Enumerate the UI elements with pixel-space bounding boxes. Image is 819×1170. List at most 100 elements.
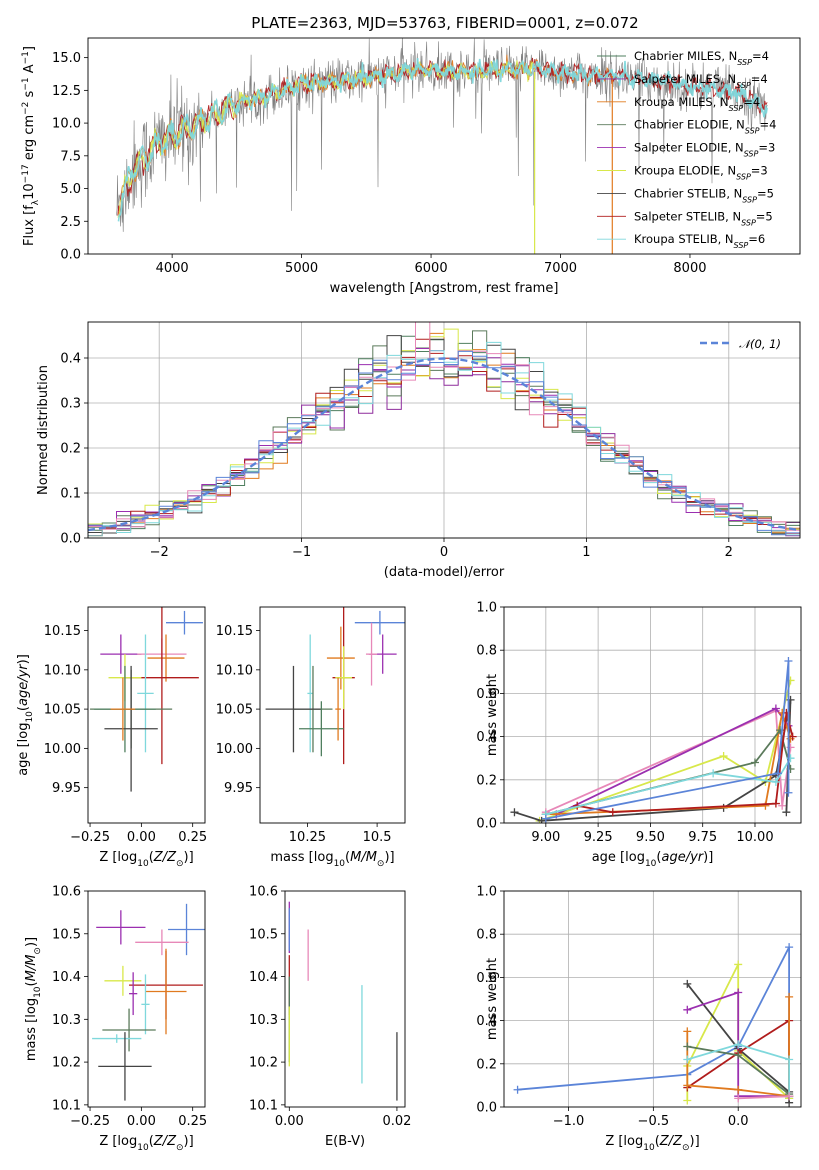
series-line — [541, 708, 795, 819]
x-tick-label: −0.5 — [638, 1114, 670, 1129]
y-tick-label: 10.3 — [52, 1013, 81, 1028]
data-point — [141, 974, 150, 1035]
y-tick-label: 10.4 — [249, 970, 278, 985]
y-tick-label: 10.1 — [249, 1098, 278, 1113]
legend-label: Salpeter ELODIE, NSSP=3 — [634, 141, 775, 159]
data-point — [96, 910, 146, 945]
x-tick-label: 9.00 — [531, 830, 560, 845]
series-marker — [510, 808, 519, 817]
series-line — [535, 676, 795, 823]
model-fit-line — [117, 58, 768, 222]
series-marker — [734, 1085, 743, 1094]
x-tick-label: 9.50 — [636, 830, 665, 845]
y-tick-label: 10.6 — [52, 885, 81, 900]
y-tick-label: 10.05 — [44, 703, 81, 718]
y-tick-label: 10.5 — [249, 927, 278, 942]
series-marker — [784, 657, 793, 665]
data-point — [145, 948, 187, 1035]
data-point — [92, 1034, 142, 1043]
legend-label: Salpeter MILES, NSSP=4 — [634, 72, 768, 90]
series-marker — [788, 732, 797, 741]
y-tick-label: 0.1 — [60, 487, 81, 502]
y-axis-label: mass weight — [485, 674, 500, 756]
data-point — [299, 701, 344, 757]
data-point — [354, 610, 405, 635]
y-axis-label: Normed distribution — [36, 365, 51, 495]
normal-curve — [88, 357, 800, 532]
y-tick-label: 10.05 — [216, 703, 253, 718]
x-tick-label: 8000 — [673, 261, 706, 276]
grid — [504, 890, 801, 1108]
axes-frame — [503, 606, 802, 824]
series-marker — [778, 801, 787, 810]
y-tick-label: 0.2 — [60, 442, 81, 457]
x-tick-label: 0.00 — [127, 1114, 156, 1129]
x-tick-label: 2 — [725, 545, 733, 560]
y-tick-label: 0.6 — [476, 971, 497, 986]
series-marker — [784, 788, 793, 797]
legend-label: Chabrier ELODIE, NSSP=4 — [634, 118, 776, 136]
series-marker — [541, 814, 550, 823]
spectrum-legend: Chabrier MILES, NSSP=4 Salpeter MILES, NS… — [597, 49, 776, 250]
y-tick-label: 0.0 — [476, 1101, 497, 1116]
y-tick-label: 9.95 — [52, 781, 81, 796]
x-tick-label: 0.00 — [275, 1114, 304, 1129]
series-marker — [785, 1092, 794, 1101]
data-point — [147, 634, 185, 682]
data-point — [104, 665, 158, 792]
x-axis-label: wavelength [Angstrom, rest frame] — [330, 281, 559, 296]
series-marker — [608, 808, 617, 817]
x-tick-label: −1.0 — [553, 1114, 585, 1129]
grid — [504, 606, 801, 824]
data-point — [365, 622, 378, 686]
x-tick-label: 0.0 — [728, 1114, 749, 1129]
x-axis-label: E(B-V) — [325, 1134, 365, 1149]
y-tick-label: 0.4 — [476, 730, 497, 745]
y-tick-label: 10.2 — [52, 1056, 81, 1071]
series-marker — [773, 769, 782, 778]
x-axis-label: Z [log10(Z/Z⊙)] — [99, 1134, 193, 1153]
y-tick-label: 0.4 — [476, 1014, 497, 1029]
y-tick-label: 7.5 — [60, 149, 81, 164]
y-tick-label: 10.00 — [216, 742, 253, 757]
plot-area — [265, 607, 405, 765]
data-point — [137, 634, 154, 753]
y-tick-label: 0.8 — [476, 644, 497, 659]
x-tick-label: 10.25 — [289, 830, 326, 845]
series-marker — [771, 704, 780, 713]
plot-area — [88, 322, 800, 537]
residuals-panel: −2 −1 0 1 2 0.0 0.1 0.2 0.3 0.4 (data-model)/error… — [36, 321, 801, 580]
plot-area — [510, 657, 797, 823]
x-axis-label: mass [log10(M/M⊙)] — [270, 850, 394, 869]
y-axis-label: age [log10(age/yr)] — [16, 654, 35, 776]
y-axis-label: mass weight — [485, 958, 500, 1040]
residual-histogram — [88, 350, 800, 537]
plot-area — [116, 38, 768, 254]
series-marker — [734, 1051, 743, 1060]
series-marker — [513, 1085, 522, 1094]
x-tick-label: 0 — [440, 545, 448, 560]
x-tick-label: 0.25 — [178, 1114, 207, 1129]
axes-frame — [503, 890, 802, 1108]
mass-vs-ebv-panel: 0.00 0.02 10.1 10.2 10.3 10.4 10.5 10.6 E(B-V) — [249, 885, 411, 1150]
plot-area — [92, 903, 205, 1101]
legend-label: Kroupa ELODIE, NSSP=3 — [634, 164, 768, 182]
y-tick-label: 1.0 — [476, 601, 497, 616]
axes-frame — [87, 890, 206, 1108]
data-point — [335, 677, 341, 741]
series-marker — [683, 1005, 692, 1014]
data-point — [166, 610, 203, 635]
series-marker — [750, 758, 759, 767]
data-point — [98, 1032, 152, 1101]
y-tick-label: 15.0 — [52, 51, 81, 66]
plot-area — [288, 901, 398, 1101]
x-tick-label: −2 — [150, 545, 169, 560]
series-marker — [683, 1055, 692, 1064]
axes-frame — [87, 606, 206, 824]
y-tick-label: 0.4 — [60, 352, 81, 367]
x-tick-label: −0.25 — [70, 1114, 110, 1129]
y-tick-label: 10.3 — [249, 1013, 278, 1028]
x-tick-label: 4000 — [156, 261, 189, 276]
massweight-vs-metallicity-panel: −1.0 −0.5 0.0 0.0 0.2 0.4 0.6 0.8 1.0 Z [log10(Z/… — [476, 885, 802, 1153]
